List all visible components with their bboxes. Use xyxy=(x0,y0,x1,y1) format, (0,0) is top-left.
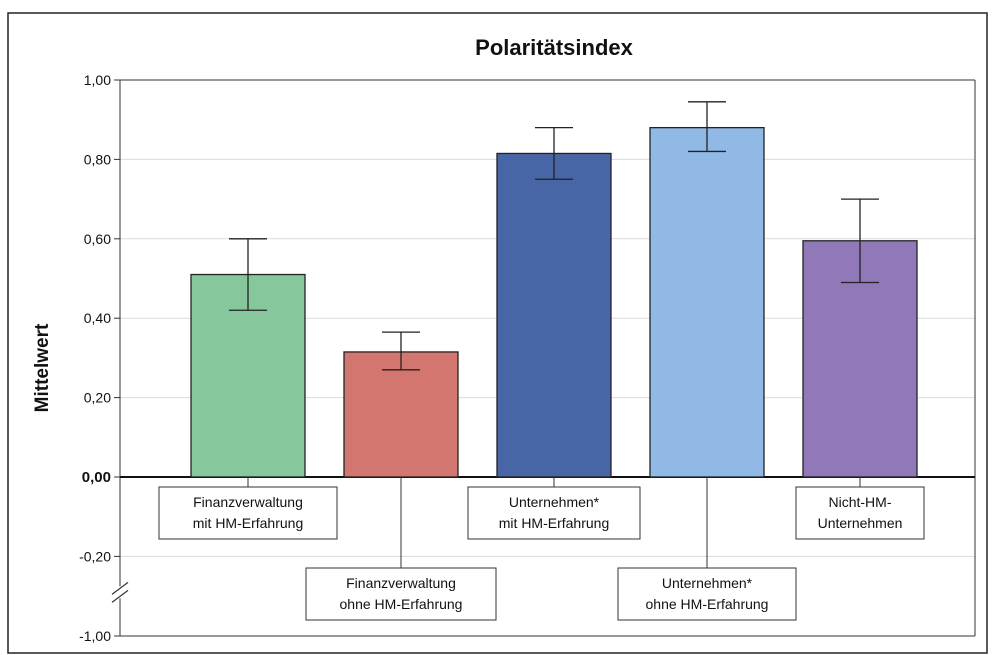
category-label-box xyxy=(467,486,641,540)
y-tick-label: 0,40 xyxy=(84,310,111,326)
category-label: mit HM-Erfahrung xyxy=(499,515,609,531)
category-label: Nicht-HM- xyxy=(829,494,892,510)
bar xyxy=(496,152,612,478)
category-label: ohne HM-Erfahrung xyxy=(340,596,463,612)
category-label: Finanzverwaltung xyxy=(193,494,303,510)
category-label: Unternehmen xyxy=(818,515,903,531)
category-label: Unternehmen* xyxy=(509,494,600,510)
category-label: Finanzverwaltung xyxy=(346,575,456,591)
y-tick-label: -1,00 xyxy=(79,628,111,644)
axis-break-mark xyxy=(111,589,129,603)
category-label-box xyxy=(158,486,338,540)
chart-title: Polaritätsindex xyxy=(475,35,633,60)
category-label-box xyxy=(795,486,925,540)
category-label: Unternehmen* xyxy=(662,575,753,591)
bar xyxy=(343,351,459,478)
plot-area: 1,00 0,80 0,60 0,40 0,20 0,00 -0,20 -1,00 Finanz… xyxy=(79,72,976,644)
category-label-box xyxy=(305,567,497,621)
y-tick-label: -0,20 xyxy=(79,548,111,564)
category-label: ohne HM-Erfahrung xyxy=(646,596,769,612)
category-label-box xyxy=(617,567,797,621)
y-tick-label: 0,00 xyxy=(82,469,111,486)
y-tick-label: 1,00 xyxy=(84,72,111,88)
y-tick-label: 0,80 xyxy=(84,151,111,167)
bar xyxy=(649,126,765,478)
y-tick-label: 0,60 xyxy=(84,231,111,247)
category-label: mit HM-Erfahrung xyxy=(193,515,303,531)
y-tick-label: 0,20 xyxy=(84,390,111,406)
y-axis-label: Mittelwert xyxy=(32,323,53,412)
axis-break-mark xyxy=(111,581,129,595)
